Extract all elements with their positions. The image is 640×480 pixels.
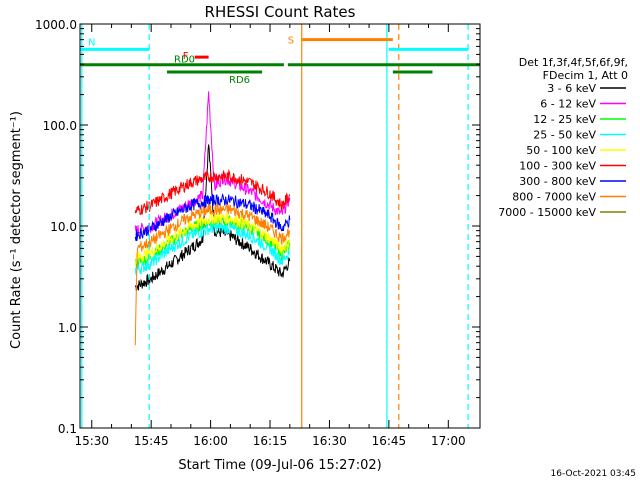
y-axis-label: Count Rate (s⁻¹ detector segment⁻¹)	[9, 111, 24, 349]
x-tick-label: 16:30	[312, 434, 347, 448]
series-group	[134, 91, 291, 346]
x-tick-label: 15:45	[134, 434, 169, 448]
y-tick-label: 1000.0	[35, 18, 77, 32]
series-line	[134, 168, 291, 215]
footer-timestamp: 16-Oct-2021 03:45	[551, 469, 636, 479]
state-bar-label: S	[288, 36, 294, 47]
x-tick-label: 17:00	[431, 434, 466, 448]
state-bar-label: RD0	[174, 55, 195, 66]
x-tick-label: 16:45	[372, 434, 407, 448]
series-line	[134, 222, 291, 276]
y-tick-label: 1.0	[58, 321, 77, 335]
legend-entry-label: 800 - 7000 keV	[512, 191, 596, 204]
x-tick-label: 16:00	[193, 434, 228, 448]
legend-entry-label: 3 - 6 keV	[547, 82, 596, 95]
series-line	[134, 211, 291, 264]
legend-entry-label: 100 - 300 keV	[519, 160, 596, 173]
legend-entry-label: 300 - 800 keV	[519, 175, 596, 188]
state-bar-label: F	[183, 51, 189, 62]
series-line	[134, 144, 291, 292]
x-tick-label: 16:15	[253, 434, 288, 448]
legend-entry-label: 7000 - 15000 keV	[498, 206, 596, 219]
y-tick-label: 0.1	[58, 422, 77, 436]
series-line	[134, 91, 291, 236]
axes-group: 15:30 15:45 16:00 16:15 16:30 16:45 17:00 0.1 1.…	[35, 18, 481, 448]
series-line	[134, 202, 291, 346]
x-tick-label: 15:30	[74, 434, 109, 448]
state-bar-label: RD6	[229, 75, 250, 86]
chart-title: RHESSI Count Rates	[205, 3, 356, 21]
legend-entry-label: 50 - 100 keV	[526, 144, 596, 157]
legend-entry-label: 25 - 50 keV	[533, 129, 596, 142]
legend-header: Det 1f,3f,4f,5f,6f,9f,	[519, 56, 628, 69]
legend-entry-label: 6 - 12 keV	[540, 98, 596, 111]
state-bar-label: N	[88, 37, 95, 48]
legend-header: FDecim 1, Att 0	[543, 69, 628, 82]
legend-entry-label: 12 - 25 keV	[533, 113, 596, 126]
x-axis-label: Start Time (09-Jul-06 15:27:02)	[178, 458, 381, 473]
legend-group: Det 1f,3f,4f,5f,6f,9f,FDecim 1, Att 03 -…	[498, 56, 628, 219]
y-tick-label: 100.0	[43, 119, 77, 133]
series-line	[134, 193, 291, 242]
y-tick-label: 10.0	[50, 220, 77, 234]
